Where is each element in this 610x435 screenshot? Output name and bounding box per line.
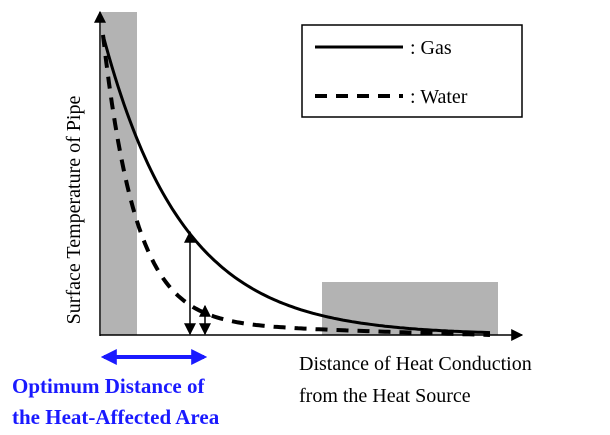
- legend-gas: : Gas: [410, 37, 452, 59]
- legend-water: : Water: [410, 86, 468, 108]
- x-axis-label-1: Distance of Heat Conduction: [299, 353, 532, 375]
- annotation-1: Optimum Distance of: [12, 374, 205, 398]
- legend-box: [301, 24, 523, 118]
- far-zone: [322, 282, 498, 335]
- y-axis-label: Surface Temperature of Pipe: [63, 96, 85, 325]
- water-curve: [101, 34, 491, 337]
- annotation-2: the Heat-Affected Area: [12, 405, 220, 429]
- x-axis-label-2: from the Heat Source: [299, 385, 471, 407]
- gas-curve: [101, 34, 491, 335]
